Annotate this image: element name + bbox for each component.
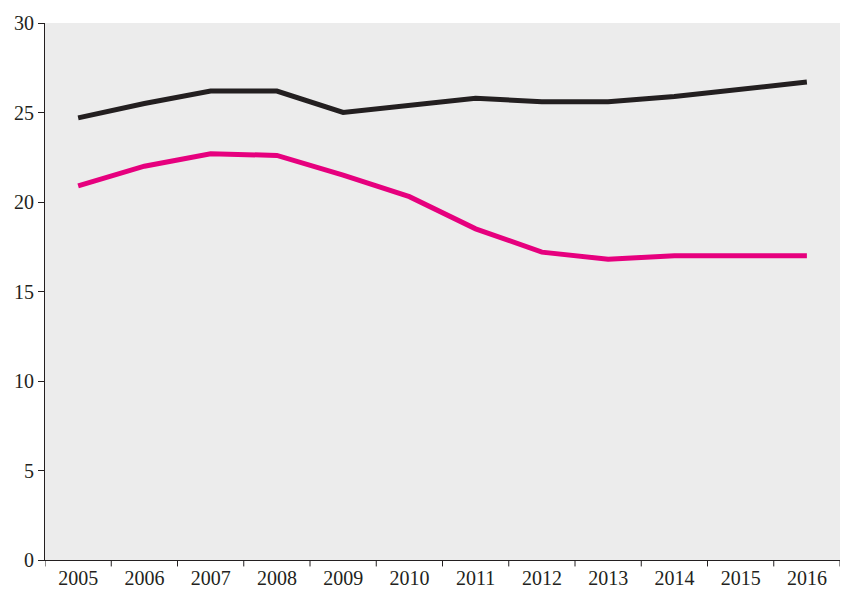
svg-text:2010: 2010 — [389, 567, 429, 589]
svg-text:25: 25 — [14, 102, 34, 124]
svg-text:2015: 2015 — [721, 567, 761, 589]
svg-text:2011: 2011 — [456, 567, 495, 589]
svg-text:2012: 2012 — [522, 567, 562, 589]
svg-text:2006: 2006 — [124, 567, 164, 589]
svg-text:2008: 2008 — [257, 567, 297, 589]
svg-text:2014: 2014 — [654, 567, 694, 589]
svg-text:2009: 2009 — [323, 567, 363, 589]
svg-text:30: 30 — [14, 12, 34, 34]
svg-text:0: 0 — [24, 549, 34, 571]
svg-text:5: 5 — [24, 460, 34, 482]
svg-text:15: 15 — [14, 281, 34, 303]
svg-text:2005: 2005 — [58, 567, 98, 589]
svg-text:20: 20 — [14, 191, 34, 213]
svg-text:2013: 2013 — [588, 567, 628, 589]
svg-text:2016: 2016 — [787, 567, 827, 589]
svg-text:10: 10 — [14, 370, 34, 392]
svg-text:2007: 2007 — [191, 567, 231, 589]
